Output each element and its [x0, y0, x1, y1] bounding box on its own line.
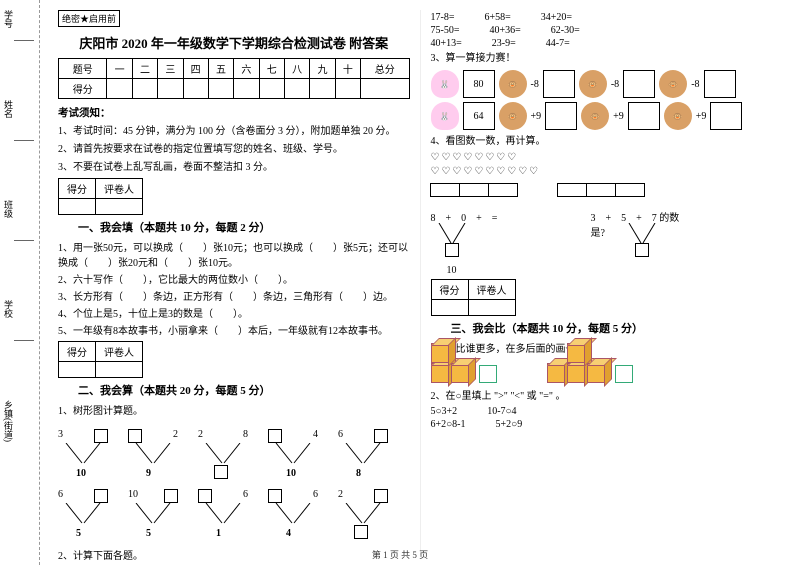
binding-label: 乡镇(街道)	[2, 400, 15, 442]
th: 总分	[361, 59, 409, 79]
th: 八	[284, 59, 309, 79]
q3-2: 2、在○里填上 ">" "<" 或 "=" 。	[431, 389, 783, 404]
th: 四	[183, 59, 208, 79]
binding-line	[14, 140, 34, 141]
relay-box[interactable]	[704, 70, 736, 98]
q1-5: 5、一年级有8本故事书，小丽拿来（ ）本后，一年级就有12本故事书。	[58, 324, 410, 339]
tree: 68	[338, 429, 388, 479]
right-column: 17-8=6+58=34+20= 75-50=40+36=62-30= 40+1…	[421, 10, 793, 555]
q1-3: 3、长方形有（ ）条边，正方形有（ ）条边，三角形有（ ）边。	[58, 290, 410, 305]
page-title: 庆阳市 2020 年一年级数学下学期综合检测试卷 附答案	[58, 33, 410, 52]
section3-title: 三、我会比（本题共 10 分，每题 5 分）	[451, 320, 644, 336]
answer-box[interactable]	[479, 365, 497, 383]
cube-stack	[431, 363, 471, 383]
tree: 105	[128, 489, 178, 539]
monkey-icon: 🐵	[499, 102, 527, 130]
th: 五	[208, 59, 233, 79]
tree: 310	[58, 429, 108, 479]
row-label: 得分	[59, 79, 107, 99]
notice-item: 2、请首先按要求在试卷的指定位置填写您的姓名、班级、学号。	[58, 142, 410, 157]
q2-1: 1、树形图计算题。	[58, 404, 410, 419]
page-footer: 第 1 页 共 5 页	[0, 548, 800, 561]
q1-1: 1、用一张50元，可以换成（ ）张10元；也可以换成（ ）张5元；还可以换成（ …	[58, 241, 410, 271]
answer-box[interactable]	[615, 365, 633, 383]
tree-row-2: 65 105 61 64 2	[58, 489, 410, 539]
score-table: 题号 一 二 三 四 五 六 七 八 九 十 总分 得分	[58, 58, 410, 99]
q1-2: 2、六十写作（ ），它比最大的两位数小（ ）。	[58, 273, 410, 288]
binding-label: 姓名	[2, 100, 15, 118]
tree: 64	[268, 489, 318, 539]
notice-item: 1、考试时间：45 分钟，满分为 100 分（含卷面分 3 分），附加题单独 2…	[58, 124, 410, 139]
grader-table: 得分评卷人	[431, 279, 516, 316]
ruler-group	[431, 183, 783, 197]
rabbit-icon: 🐰	[431, 102, 459, 130]
q2-3: 3、算一算接力赛！	[431, 51, 783, 66]
hearts-row: ♡♡♡♡♡♡♡♡	[431, 152, 783, 163]
binding-label: 班级	[2, 200, 15, 218]
binding-label: 学校	[2, 300, 15, 318]
tree: 65	[58, 489, 108, 539]
relay-box[interactable]	[545, 102, 577, 130]
relay-row-1: 🐰 80 🐵-8 🐵-8 🐵-8	[431, 70, 783, 98]
th: 七	[259, 59, 284, 79]
relay-row-2: 🐰 64 🐵+9 🐵+9 🐵+9	[431, 102, 783, 130]
tree: 28	[198, 429, 248, 479]
cube-row	[431, 363, 783, 383]
tree-row-1: 310 29 28 410 68	[58, 429, 410, 479]
comb-tree: 8 + 0 + = 10	[431, 209, 531, 279]
th: 六	[234, 59, 259, 79]
tree: 2	[338, 489, 388, 539]
th: 十	[335, 59, 360, 79]
tree: 29	[128, 429, 178, 479]
th: 二	[132, 59, 157, 79]
th: 九	[310, 59, 335, 79]
section1-title: 一、我会填（本题共 10 分，每题 2 分）	[78, 219, 271, 235]
monkey-icon: 🐵	[579, 70, 607, 98]
binding-line	[14, 340, 34, 341]
monkey-icon: 🐵	[499, 70, 527, 98]
q1-4: 4、个位上是5，十位上是3的数是（ ）。	[58, 307, 410, 322]
binding-label: 学号	[2, 10, 15, 28]
notice-label: 考试须知：	[58, 105, 410, 120]
monkey-icon: 🐵	[581, 102, 609, 130]
binding-line	[14, 40, 34, 41]
monkey-icon: 🐵	[664, 102, 692, 130]
binding-margin: 学号 姓名 班级 学校 乡镇(街道)	[0, 0, 40, 565]
hearts-row: ♡♡♡♡♡♡♡♡♡♡	[431, 166, 783, 177]
relay-box[interactable]	[628, 102, 660, 130]
left-column: 绝密★启用前 庆阳市 2020 年一年级数学下学期综合检测试卷 附答案 题号 一…	[48, 10, 421, 555]
relay-box[interactable]	[623, 70, 655, 98]
relay-box[interactable]	[543, 70, 575, 98]
th: 三	[158, 59, 183, 79]
tree: 410	[268, 429, 318, 479]
secret-label: 绝密★启用前	[58, 10, 120, 27]
relay-box: 80	[463, 70, 495, 98]
comb-tree: 3 + 5 + 7 的数是?	[591, 209, 691, 279]
q2-4: 4、看图数一数，再计算。	[431, 134, 783, 149]
grader-table: 得分评卷人	[58, 178, 143, 215]
grader-table: 得分评卷人	[58, 341, 143, 378]
notice-item: 3、不要在试卷上乱写乱画，卷面不整洁扣 3 分。	[58, 160, 410, 175]
tree: 61	[198, 489, 248, 539]
relay-box: 64	[463, 102, 495, 130]
binding-line	[14, 240, 34, 241]
rabbit-icon: 🐰	[431, 70, 459, 98]
th: 一	[107, 59, 132, 79]
monkey-icon: 🐵	[659, 70, 687, 98]
relay-box[interactable]	[710, 102, 742, 130]
q3-1: 1、比比谁更多，在多后面的画√。	[431, 342, 783, 357]
cube-stack	[547, 363, 607, 383]
th: 题号	[59, 59, 107, 79]
section2-title: 二、我会算（本题共 20 分，每题 5 分）	[78, 382, 271, 398]
